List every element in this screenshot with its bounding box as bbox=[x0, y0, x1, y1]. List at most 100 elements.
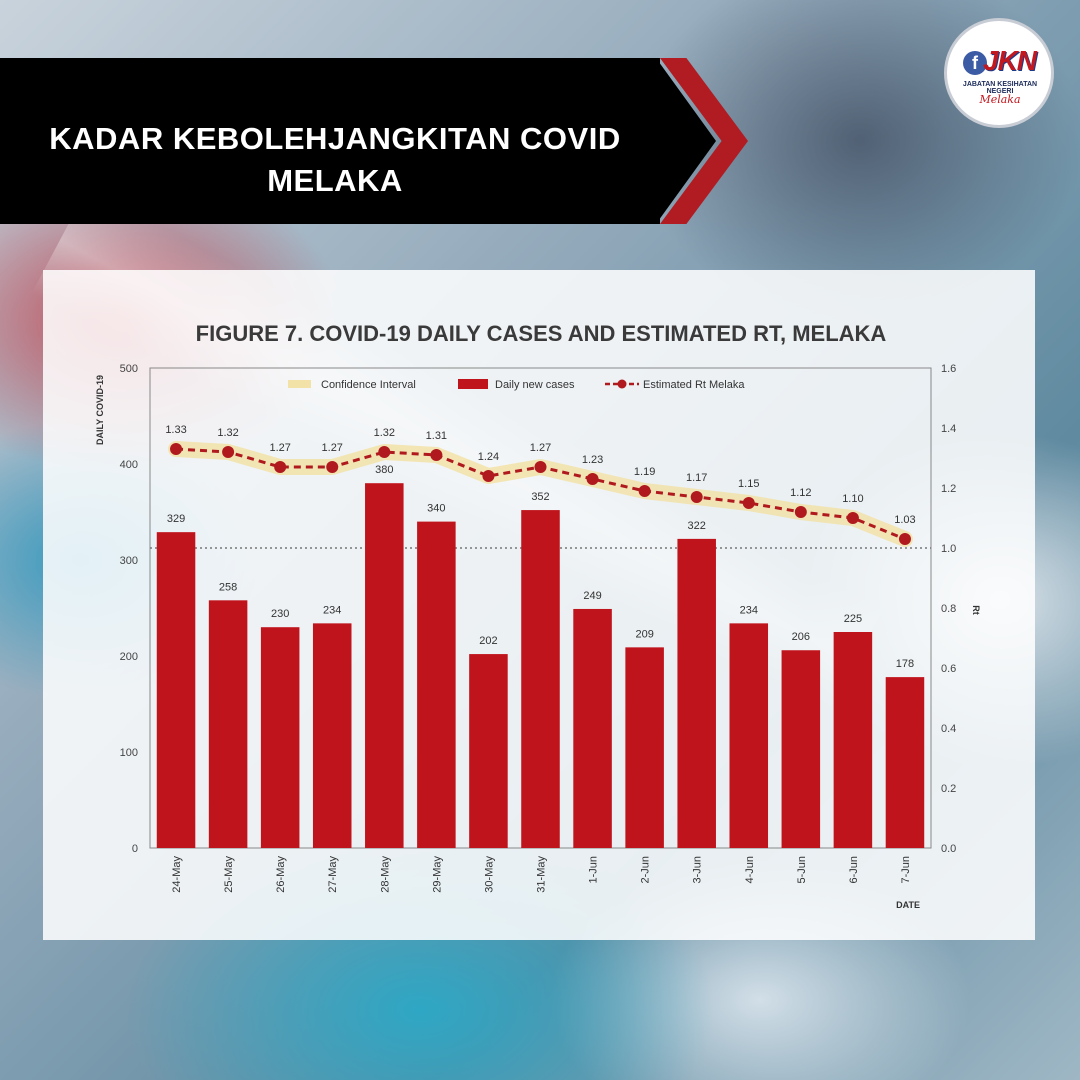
chart-panel: FIGURE 7. COVID-19 DAILY CASES AND ESTIM… bbox=[43, 270, 1035, 940]
bar-value-label: 352 bbox=[531, 491, 549, 503]
bar bbox=[781, 650, 821, 848]
legend-bar-swatch bbox=[458, 379, 488, 389]
y2-tick-label: 0.0 bbox=[941, 843, 956, 855]
bar bbox=[677, 538, 716, 848]
bar bbox=[417, 521, 456, 848]
rt-point bbox=[690, 491, 703, 503]
plot-area: 0 100 200 300 400 500 0.0 0.2 0.4 0.6 0.8 1.0 1.2 1.4… bbox=[120, 363, 957, 893]
x-tick-label: 3-Jun bbox=[692, 856, 704, 884]
x-tick-label: 5-Jun bbox=[796, 856, 808, 884]
rt-point bbox=[534, 461, 547, 473]
x-tick-label: 7-Jun bbox=[900, 856, 912, 884]
y2-tick-label: 0.2 bbox=[941, 783, 956, 795]
y2-tick-label: 0.4 bbox=[941, 723, 956, 735]
rt-point bbox=[222, 446, 235, 458]
bar-value-label: 202 bbox=[479, 635, 497, 647]
rt-point bbox=[378, 446, 391, 458]
bar bbox=[625, 647, 664, 848]
legend-bar-label: Daily new cases bbox=[495, 379, 575, 391]
x-tick-label: 28-May bbox=[379, 856, 391, 893]
x-tick-label: 6-Jun bbox=[848, 856, 860, 884]
bar bbox=[312, 623, 352, 848]
rt-point bbox=[898, 533, 911, 545]
bar-value-label: 258 bbox=[219, 581, 237, 593]
y2-tick-label: 0.8 bbox=[941, 603, 956, 615]
y-tick-label: 300 bbox=[120, 555, 138, 567]
y2-tick-label: 1.0 bbox=[941, 543, 956, 555]
logo-subtitle: JABATAN KESIHATAN NEGERI bbox=[962, 81, 1038, 95]
y-tick-label: 500 bbox=[120, 363, 138, 375]
chart: FIGURE 7. COVID-19 DAILY CASES AND ESTIM… bbox=[95, 321, 981, 910]
bar-value-label: 249 bbox=[583, 590, 601, 602]
logo-script: Melaka bbox=[979, 93, 1021, 106]
bar bbox=[573, 608, 612, 848]
rt-value-label: 1.27 bbox=[269, 442, 290, 454]
rt-value-label: 1.10 bbox=[842, 493, 863, 505]
rt-value-label: 1.27 bbox=[530, 442, 551, 454]
x-tick-label: 4-Jun bbox=[744, 856, 756, 884]
bar bbox=[885, 677, 925, 848]
bar-value-label: 230 bbox=[271, 608, 289, 620]
rt-point bbox=[170, 443, 183, 455]
bar-value-label: 209 bbox=[635, 628, 653, 640]
bar-value-label: 206 bbox=[792, 631, 810, 643]
rt-value-label: 1.15 bbox=[738, 478, 759, 490]
rt-point bbox=[846, 512, 859, 524]
bar bbox=[469, 654, 508, 848]
x-tick-label: 2-Jun bbox=[640, 856, 652, 884]
bar bbox=[521, 510, 560, 848]
bar-value-label: 322 bbox=[688, 520, 706, 532]
chart-title: FIGURE 7. COVID-19 DAILY CASES AND ESTIM… bbox=[196, 321, 887, 346]
y2-tick-label: 1.6 bbox=[941, 363, 956, 375]
y-tick-label: 200 bbox=[120, 651, 138, 663]
legend-rt-label: Estimated Rt Melaka bbox=[643, 379, 745, 391]
y-tick-label: 400 bbox=[120, 459, 138, 471]
x-tick-label: 1-Jun bbox=[588, 856, 600, 884]
y2-tick-label: 1.4 bbox=[941, 423, 956, 435]
bar-value-label: 234 bbox=[740, 604, 758, 616]
x-tick-label: 30-May bbox=[483, 856, 495, 893]
x-tick-label: 31-May bbox=[536, 856, 548, 893]
rt-point bbox=[638, 485, 651, 497]
x-tick-label: 29-May bbox=[431, 856, 443, 893]
rt-point bbox=[742, 497, 755, 509]
rt-value-label: 1.33 bbox=[165, 424, 186, 436]
bar bbox=[833, 632, 873, 848]
x-tick-label: 27-May bbox=[327, 856, 339, 893]
y2-axis-label: Rt bbox=[971, 605, 981, 615]
bar bbox=[156, 532, 196, 848]
bar-value-label: 225 bbox=[844, 613, 862, 625]
bar-value-label: 329 bbox=[167, 513, 185, 525]
bar-value-label: 380 bbox=[375, 464, 393, 476]
page-title: KADAR KEBOLEHJANGKITAN COVID MELAKA bbox=[49, 121, 621, 198]
rt-value-label: 1.23 bbox=[582, 454, 603, 466]
rt-point bbox=[274, 461, 287, 473]
rt-point bbox=[430, 449, 443, 461]
bar bbox=[260, 627, 300, 848]
y2-tick-label: 1.2 bbox=[941, 483, 956, 495]
jkn-logo: f JKN JABATAN KESIHATAN NEGERI Melaka bbox=[944, 18, 1054, 128]
bar-value-label: 234 bbox=[323, 604, 341, 616]
x-tick-label: 24-May bbox=[171, 856, 183, 893]
rt-value-label: 1.24 bbox=[478, 451, 499, 463]
logo-jkn-text: JKN bbox=[983, 45, 1037, 76]
x-tick-label: 25-May bbox=[223, 856, 235, 893]
legend-confidence-label: Confidence Interval bbox=[321, 379, 416, 391]
y-tick-label: 100 bbox=[120, 747, 138, 759]
rt-point bbox=[482, 470, 495, 482]
bar bbox=[729, 623, 769, 848]
rt-value-label: 1.31 bbox=[426, 430, 447, 442]
y-axis-label: DAILY COVID-19 bbox=[95, 375, 105, 445]
rt-value-label: 1.27 bbox=[322, 442, 343, 454]
x-axis-label: DATE bbox=[896, 900, 920, 910]
rt-point bbox=[326, 461, 339, 473]
y2-tick-label: 0.6 bbox=[941, 663, 956, 675]
rt-value-label: 1.32 bbox=[217, 427, 238, 439]
bar-value-label: 178 bbox=[896, 658, 914, 670]
title-banner bbox=[0, 58, 660, 224]
logo-facebook-badge: f bbox=[963, 51, 987, 75]
bar bbox=[208, 600, 248, 848]
bar bbox=[365, 483, 404, 848]
rt-value-label: 1.03 bbox=[894, 514, 915, 526]
rt-point bbox=[586, 473, 599, 485]
